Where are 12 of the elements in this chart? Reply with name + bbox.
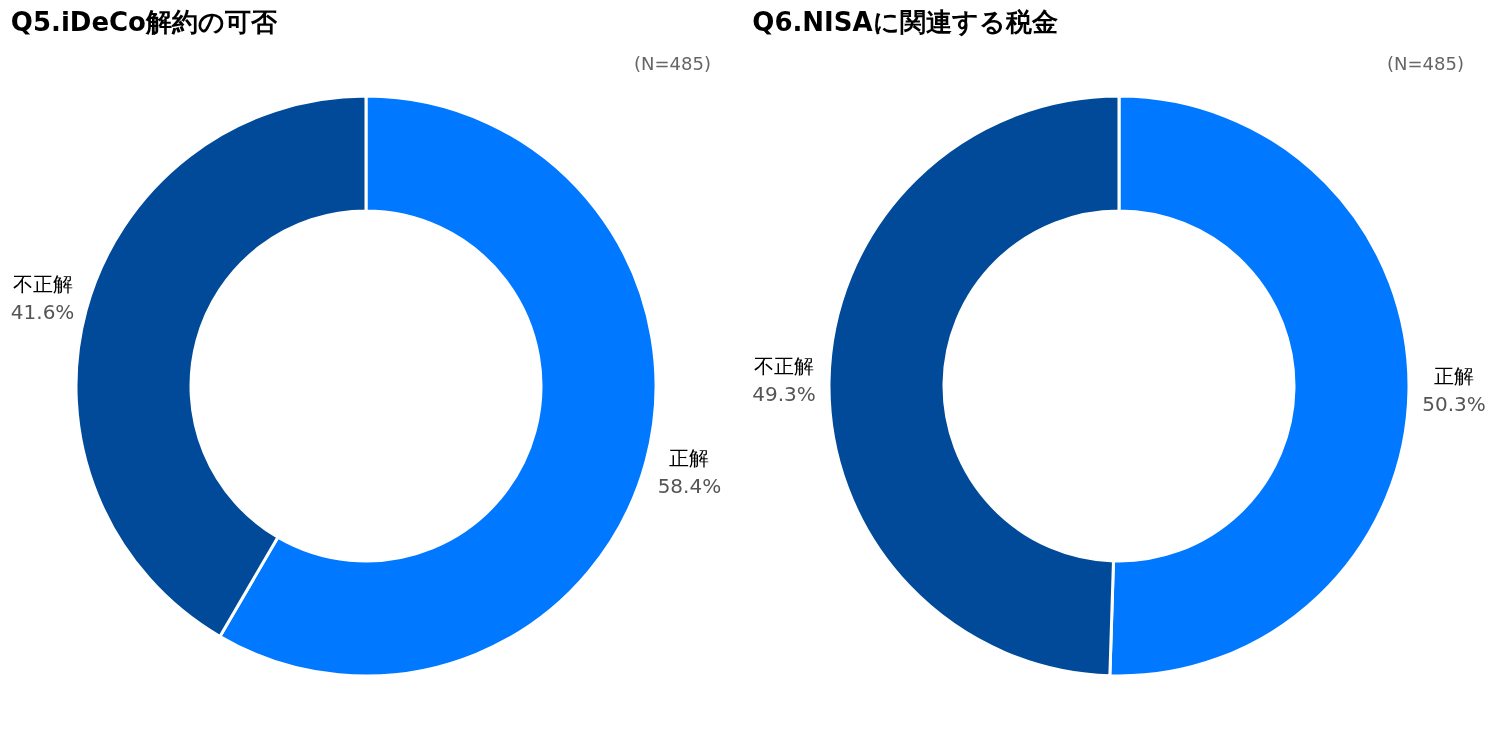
slice-label: 正解 [669,446,710,471]
slice-label: 不正解 [754,353,815,378]
data-label: 58.4% [657,474,722,499]
chart-title: Q6.NISAに関連する税金 [752,7,1058,37]
text: (N=485) [634,53,711,74]
slice-label: 正解 [1433,364,1474,389]
data-label: 49.3% [752,381,816,406]
chart-title: Q5.iDeCo解約の可否 [10,7,278,37]
slice-label: 不正解 [12,271,73,296]
data-label: 41.6% [10,299,75,324]
text: (N=485) [1387,53,1464,74]
data-label: 50.3% [1422,392,1486,417]
